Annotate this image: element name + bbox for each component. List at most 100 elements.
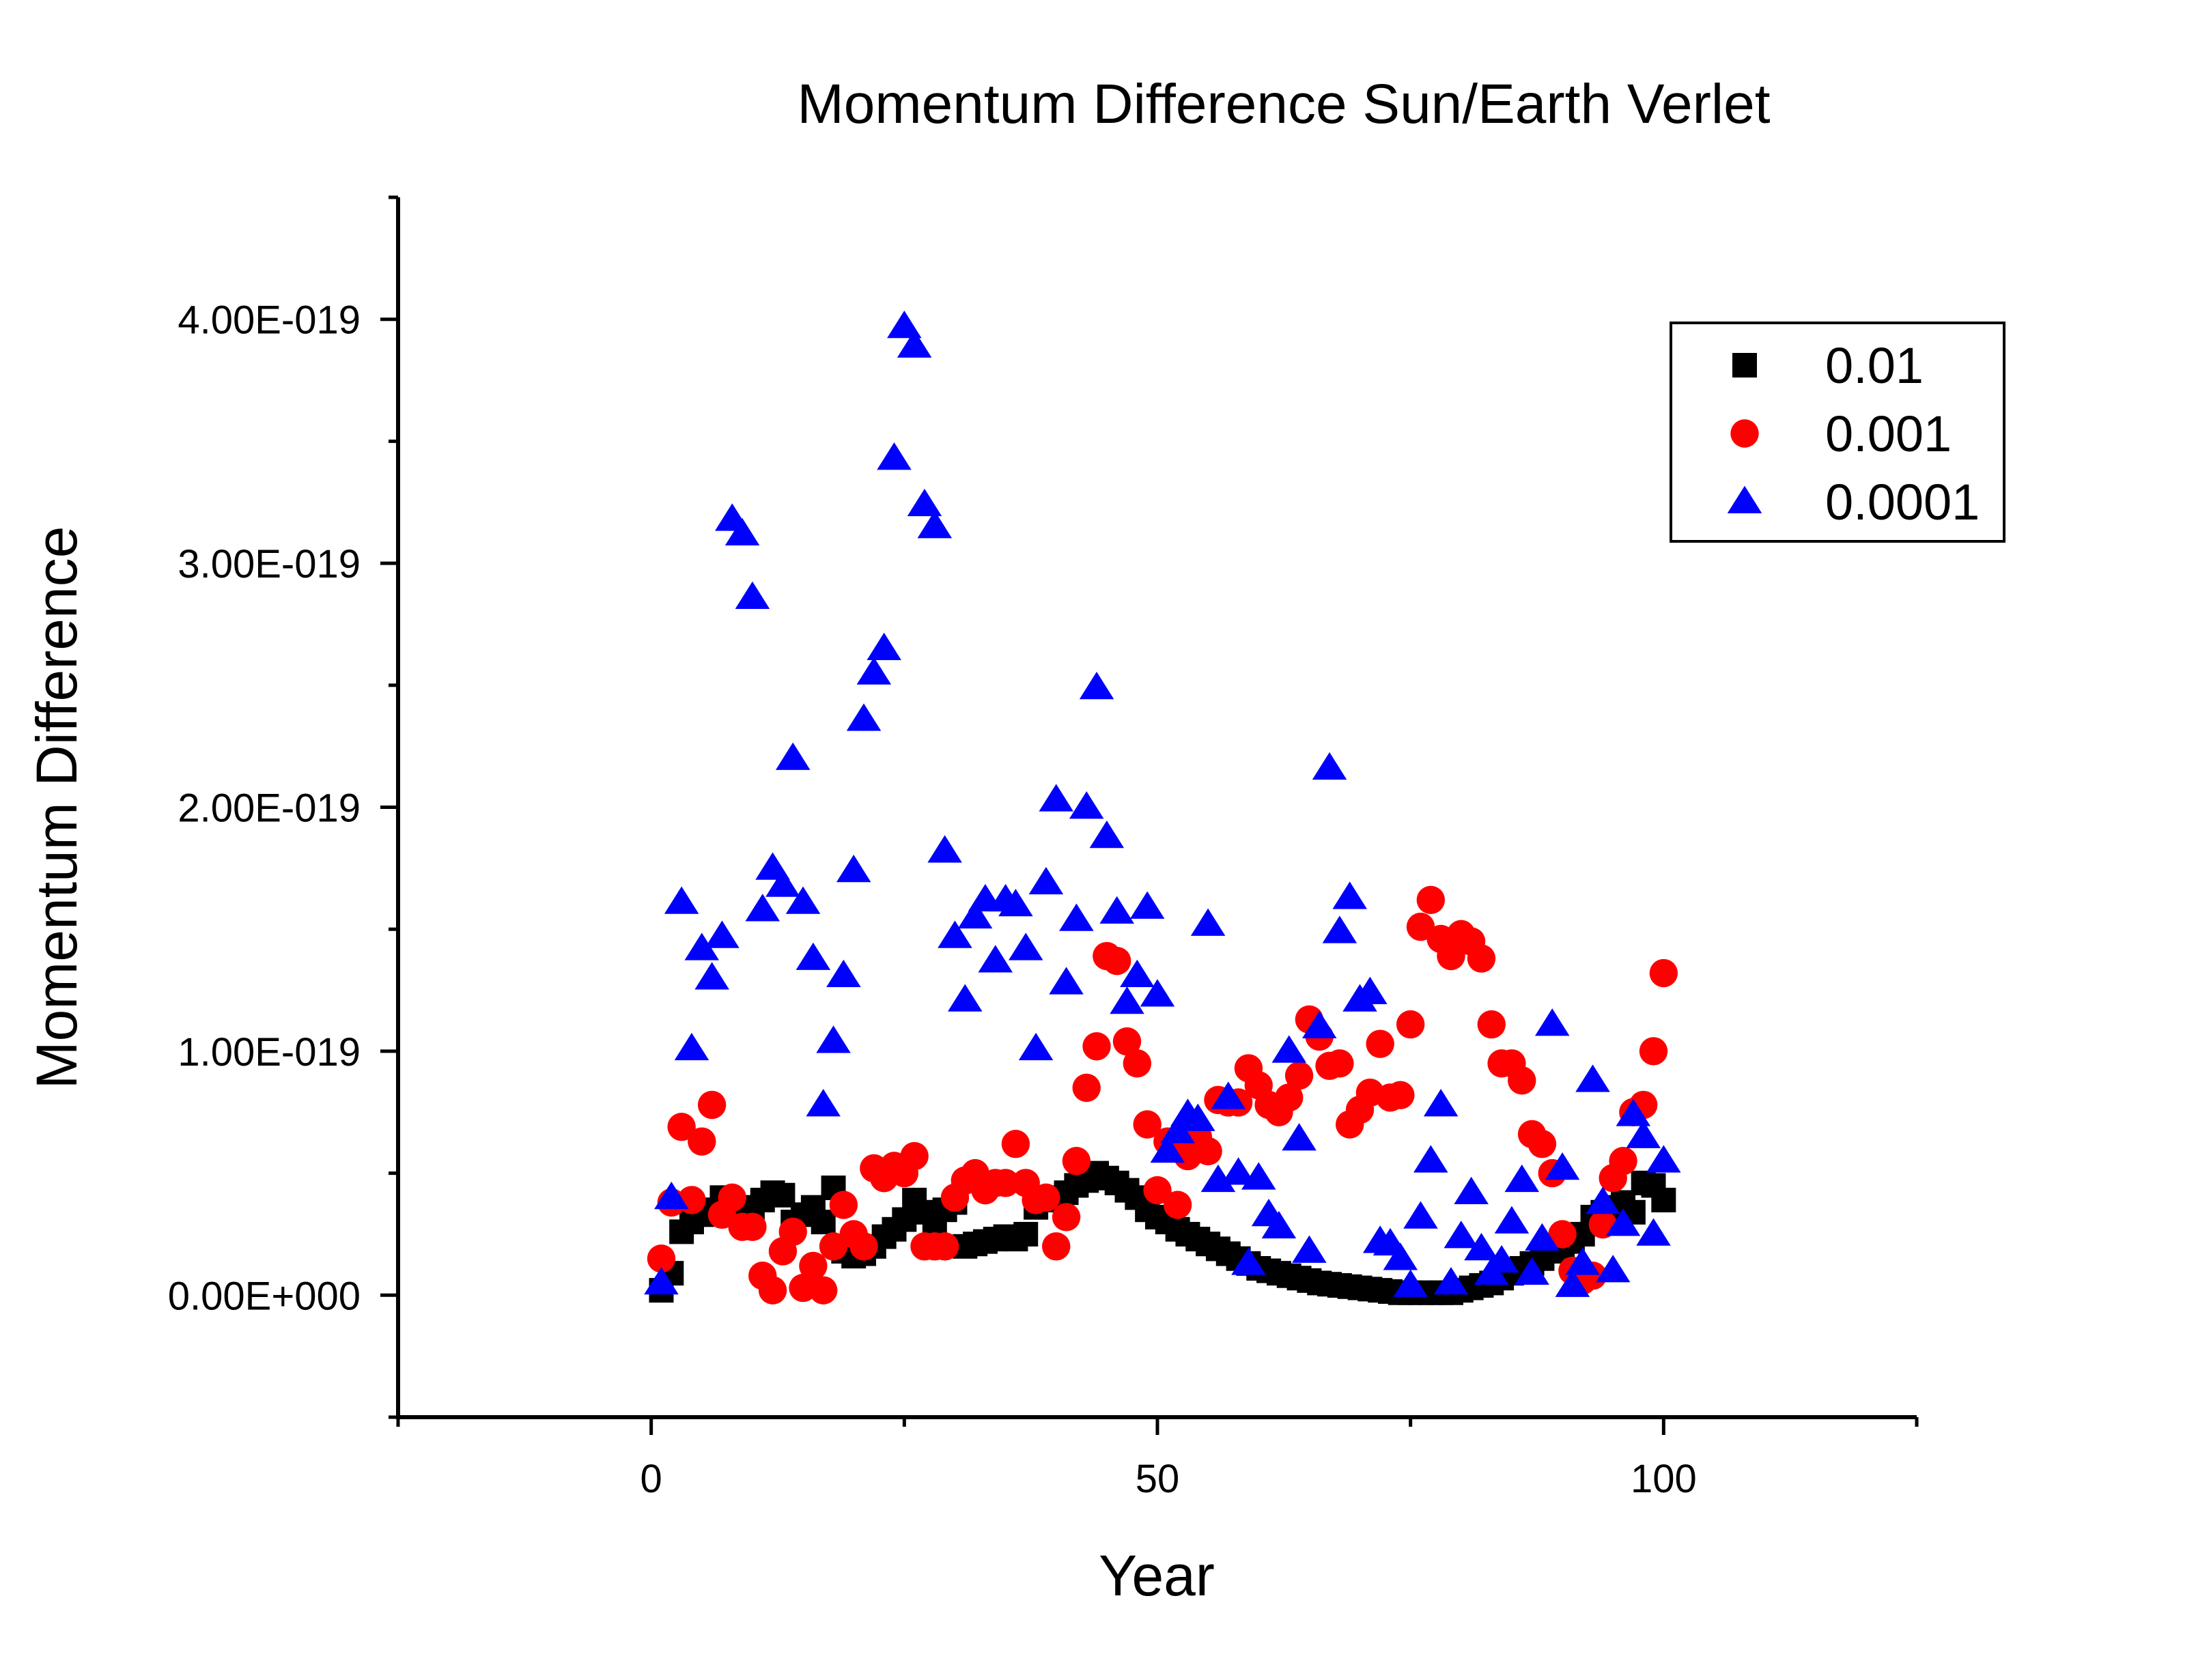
data-point-triangle — [897, 330, 932, 358]
data-point-triangle — [917, 511, 953, 539]
data-point-triangle — [735, 581, 770, 609]
data-point-circle — [718, 1183, 746, 1212]
data-point-triangle — [1454, 1176, 1489, 1205]
data-point-square — [1013, 1221, 1039, 1247]
data-point-circle — [1275, 1083, 1304, 1112]
data-point-circle — [1143, 1176, 1172, 1205]
data-point-square — [811, 1210, 836, 1235]
x-tick-label: 0 — [640, 1457, 662, 1501]
data-point-triangle — [1110, 986, 1144, 1014]
data-point-circle — [688, 1127, 716, 1156]
data-point-circle — [1102, 946, 1131, 976]
data-point-triangle — [1393, 1269, 1428, 1297]
data-point-triangle — [877, 442, 912, 470]
legend-box — [1670, 322, 2005, 543]
data-point-circle — [738, 1212, 767, 1241]
data-point-circle — [647, 1244, 676, 1273]
chart-title: Momentum Difference Sun/Earth Verlet — [797, 73, 1770, 135]
plot-series — [644, 311, 1681, 1305]
data-point-triangle — [856, 657, 892, 685]
data-point-triangle — [978, 945, 1013, 973]
data-point-triangle — [1484, 1244, 1519, 1273]
data-point-circle — [1042, 1232, 1071, 1261]
legend-label: 0.01 — [1825, 337, 1924, 394]
y-ticks: 0.00E+000 1.00E-019 2.00E-019 3.00E-019 4.00… — [168, 195, 398, 1419]
data-point-triangle — [765, 869, 800, 897]
data-point-circle — [758, 1276, 787, 1305]
data-point-circle — [1649, 958, 1678, 988]
data-point-triangle — [836, 855, 871, 883]
data-point-triangle — [1586, 1186, 1620, 1214]
data-point-triangle — [1282, 1123, 1317, 1151]
data-point-triangle — [1636, 1218, 1671, 1246]
data-point-triangle — [1211, 1081, 1246, 1109]
data-point-circle — [799, 1251, 828, 1281]
data-point-circle — [1609, 1147, 1637, 1176]
data-point-circle — [1396, 1010, 1425, 1039]
data-point-circle — [1082, 1032, 1111, 1061]
data-point-triangle — [846, 703, 882, 731]
data-point-circle — [1284, 1061, 1314, 1090]
data-point-circle — [1163, 1191, 1192, 1219]
data-point-circle — [1194, 1137, 1222, 1166]
data-point-triangle — [1444, 1221, 1479, 1249]
data-point-triangle — [1413, 1145, 1448, 1173]
data-point-triangle — [1433, 1267, 1469, 1295]
data-point-triangle — [907, 488, 942, 517]
data-point-triangle — [1494, 1206, 1530, 1234]
data-point-circle — [900, 1141, 929, 1171]
x-tick-label: 100 — [1631, 1457, 1697, 1501]
data-point-triangle — [785, 886, 821, 914]
data-point-circle — [1508, 1066, 1536, 1095]
data-point-triangle — [1231, 1247, 1266, 1275]
data-point-triangle — [664, 886, 699, 914]
data-point-triangle — [745, 894, 780, 922]
series-circle — [647, 885, 1678, 1305]
data-point-triangle — [1616, 1098, 1651, 1126]
data-point-triangle — [1353, 976, 1388, 1004]
data-point-triangle — [1028, 866, 1064, 895]
data-point-triangle — [1160, 1115, 1195, 1143]
data-point-triangle — [1049, 967, 1084, 995]
data-point-triangle — [1605, 1208, 1641, 1236]
data-point-square — [1651, 1187, 1676, 1212]
y-tick-label: 3.00E-019 — [178, 542, 361, 586]
data-point-triangle — [796, 942, 831, 970]
data-point-triangle — [1200, 1164, 1236, 1193]
data-point-triangle — [1079, 671, 1114, 700]
data-point-triangle — [867, 632, 901, 661]
data-point-triangle — [694, 962, 729, 990]
data-point-circle — [1477, 1010, 1506, 1039]
x-ticks: 0 50 100 — [396, 1417, 1919, 1501]
data-point-triangle — [1322, 915, 1357, 943]
data-point-triangle — [1555, 1269, 1590, 1297]
data-point-triangle — [1129, 891, 1165, 919]
legend: 0.01 0.001 0.0001 — [1670, 322, 2005, 543]
data-point-circle — [829, 1191, 858, 1219]
data-point-triangle — [1312, 752, 1347, 780]
y-tick-label: 0.00E+000 — [168, 1274, 361, 1318]
data-point-circle — [667, 1112, 696, 1141]
x-axis-label: Year — [1099, 1543, 1215, 1608]
data-point-circle — [1123, 1049, 1152, 1078]
data-point-circle — [819, 1232, 848, 1261]
y-tick-label: 1.00E-019 — [178, 1030, 361, 1074]
data-point-circle — [1639, 1037, 1668, 1066]
data-point-circle — [809, 1276, 838, 1305]
data-point-triangle — [1545, 1152, 1580, 1180]
data-point-triangle — [1626, 1120, 1661, 1148]
data-point-circle — [1386, 1081, 1415, 1109]
data-point-triangle — [1403, 1201, 1438, 1229]
data-point-triangle — [1292, 1235, 1327, 1263]
data-point-triangle — [1525, 1223, 1560, 1251]
data-point-circle — [1001, 1130, 1030, 1158]
data-point-triangle — [1018, 1032, 1054, 1061]
data-point-triangle — [938, 920, 972, 948]
data-point-circle — [1072, 1073, 1101, 1102]
data-point-triangle — [724, 517, 760, 546]
data-point-circle — [849, 1232, 878, 1261]
legend-marker-square — [1732, 353, 1757, 378]
data-point-circle — [1437, 941, 1465, 971]
data-point-triangle — [1069, 791, 1104, 819]
data-point-triangle — [1646, 1145, 1681, 1173]
